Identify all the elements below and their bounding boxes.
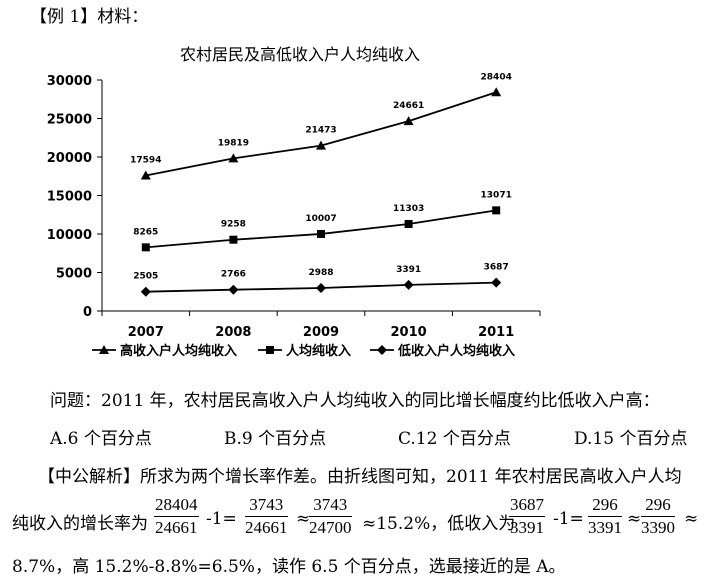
chart-title: 农村居民及高低收入户人均纯收入 [180, 45, 420, 64]
option-a: A.6 个百分点 [50, 429, 152, 449]
fraction-1-numerator: 28404 [154, 494, 199, 517]
x-tick-label: 2010 [391, 325, 427, 340]
legend-label-1: 高收入户人均纯收入 [120, 343, 237, 359]
series-2-point [404, 219, 413, 228]
x-tick-label: 2009 [303, 325, 339, 340]
series-1-data-label: 17594 [130, 156, 161, 166]
legend-marker-2 [266, 346, 274, 354]
fraction-6-numerator: 296 [641, 494, 675, 517]
fraction-3-numerator: 3743 [309, 494, 352, 517]
fraction-2-denominator: 24661 [245, 518, 288, 537]
approx-2: ≈ [627, 509, 642, 529]
series-3-data-label: 3687 [484, 263, 509, 273]
fraction-3: 3743 24700 [309, 494, 352, 539]
series-2-point [141, 243, 150, 252]
legend-marker-3 [377, 345, 387, 355]
analysis-line-2-prefix: 纯收入的增长率为 [12, 514, 148, 534]
series-1-point [140, 170, 151, 180]
series-3-point [228, 284, 239, 295]
y-tick-label: 15000 [47, 190, 92, 205]
fraction-6: 296 3390 [641, 494, 675, 539]
fraction-2: 3743 24661 [245, 494, 288, 539]
fraction-5-denominator: 3391 [588, 518, 622, 537]
example-label: 【例 1】材料： [30, 7, 149, 27]
series-1-data-label: 28404 [481, 72, 512, 82]
approx-1: ≈ [296, 509, 311, 529]
fraction-3-denominator: 24700 [309, 518, 352, 537]
series-1-data-label: 21473 [305, 126, 336, 136]
y-tick-label: 20000 [47, 151, 92, 166]
series-2-point [492, 206, 501, 215]
series-3-point [316, 282, 326, 293]
fraction-4: 3687 3391 [509, 494, 545, 539]
series-3-point [140, 286, 151, 297]
x-tick-label: 2011 [478, 325, 514, 340]
series-1-point [491, 87, 502, 97]
minus-one-a: -1= [206, 509, 237, 529]
analysis-line-3: 8.7%，高 15.2%-8.8%=6.5%，读作 6.5 个百分点，选最接近的… [12, 557, 566, 577]
legend-label-2: 人均纯收入 [286, 343, 351, 359]
series-1-point [403, 116, 414, 126]
series-2-data-label: 8265 [133, 227, 158, 237]
legend-marker-1 [99, 345, 109, 354]
question-text: 问题：2011 年，农村居民高收入户人均纯收入的同比增长幅度约比低收入户高： [50, 391, 660, 411]
series-2-data-label: 11303 [393, 204, 424, 214]
approx-3: ≈ [684, 509, 699, 529]
legend-label-3: 低收入户人均纯收入 [397, 343, 515, 359]
series-1-data-label: 19819 [218, 138, 249, 148]
fraction-4-numerator: 3687 [509, 494, 545, 517]
analysis-mid-text: ≈15.2%，低收入为 [362, 514, 516, 534]
y-tick-label: 10000 [47, 228, 92, 243]
option-d: D.15 个百分点 [574, 429, 688, 449]
series-3-data-label: 3391 [396, 265, 421, 275]
fraction-2-numerator: 3743 [245, 494, 288, 517]
series-3-data-label: 2766 [221, 270, 246, 280]
y-tick-label: 25000 [47, 113, 92, 128]
series-3-data-label: 2988 [308, 268, 333, 278]
fraction-4-denominator: 3391 [510, 518, 544, 537]
y-tick-label: 5000 [56, 267, 92, 282]
x-tick-label: 2007 [128, 325, 164, 340]
series-2-point [317, 229, 325, 238]
fraction-1: 28404 24661 [154, 494, 199, 539]
fraction-5: 296 3391 [588, 494, 622, 539]
fraction-6-denominator: 3390 [641, 518, 675, 537]
fraction-1-denominator: 24661 [155, 518, 198, 537]
option-c: C.12 个百分点 [398, 429, 511, 449]
fraction-5-numerator: 296 [588, 494, 622, 517]
series-3-point [491, 277, 502, 288]
analysis-line-1: 【中公解析】所求为两个增长率作差。由折线图可知，2011 年农村居民高收入户人均 [38, 467, 682, 487]
series-2-point [229, 235, 238, 244]
series-3-data-label: 2505 [133, 272, 158, 282]
series-1-data-label: 24661 [393, 101, 424, 111]
series-2-data-label: 13071 [481, 190, 512, 200]
line-chart: 农村居民及高低收入户人均纯收入 0 5000 10000 15000 20000 25000… [47, 45, 541, 359]
series-2-data-label: 10007 [305, 214, 336, 224]
series-3-point [403, 279, 414, 290]
option-b: B.9 个百分点 [224, 429, 327, 449]
series-1-point [228, 153, 239, 163]
series-1-point [316, 140, 326, 150]
y-tick-label: 0 [83, 305, 92, 320]
x-tick-label: 2008 [215, 325, 251, 340]
y-tick-label: 30000 [47, 74, 92, 89]
minus-one-b: -1= [553, 509, 584, 529]
series-2-data-label: 9258 [221, 220, 246, 230]
